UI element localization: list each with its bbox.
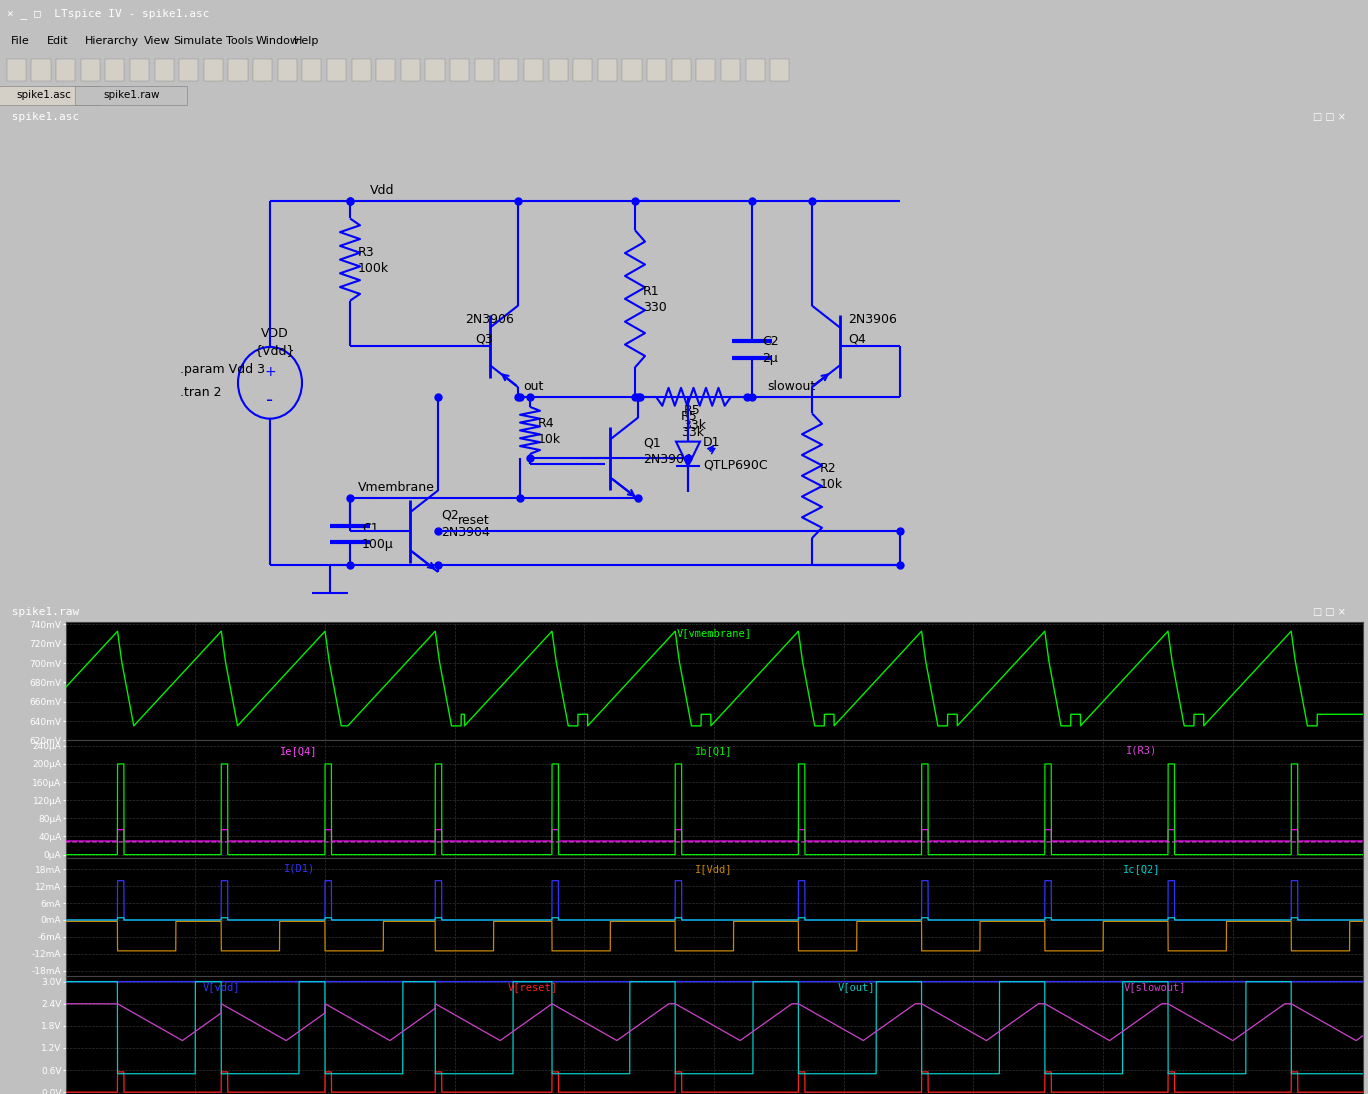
Text: Q3: Q3 <box>475 333 492 346</box>
Text: C1: C1 <box>363 522 379 535</box>
Bar <box>425 59 445 81</box>
Bar <box>56 59 75 81</box>
Bar <box>228 59 248 81</box>
Bar <box>278 59 297 81</box>
Bar <box>155 59 174 81</box>
Text: □ □ ×: □ □ × <box>1313 112 1346 123</box>
Bar <box>770 59 789 81</box>
Text: 33k: 33k <box>684 419 706 432</box>
Text: +: + <box>264 364 276 379</box>
Text: reset: reset <box>458 514 490 527</box>
Bar <box>622 59 642 81</box>
Text: C2: C2 <box>762 335 778 348</box>
Text: Q1: Q1 <box>643 437 661 449</box>
Text: Help: Help <box>294 36 320 46</box>
Text: VDD: VDD <box>261 327 289 340</box>
Text: 330: 330 <box>643 301 666 314</box>
Text: Window: Window <box>256 36 300 46</box>
Bar <box>549 59 568 81</box>
Text: × _ □  LTspice IV - spike1.asc: × _ □ LTspice IV - spike1.asc <box>7 8 209 19</box>
Text: .param Vdd 3: .param Vdd 3 <box>181 363 265 376</box>
Bar <box>130 59 149 81</box>
Bar <box>179 59 198 81</box>
Bar <box>746 59 765 81</box>
Text: 2μ: 2μ <box>762 352 778 365</box>
Bar <box>450 59 469 81</box>
Text: 33k: 33k <box>681 426 705 439</box>
Bar <box>81 59 100 81</box>
Bar <box>253 59 272 81</box>
Text: slowout: slowout <box>767 380 815 393</box>
Text: out: out <box>523 380 543 393</box>
Text: R5: R5 <box>681 410 698 423</box>
Text: Q4: Q4 <box>848 333 866 346</box>
Bar <box>598 59 617 81</box>
Bar <box>327 59 346 81</box>
Text: D1: D1 <box>703 437 721 449</box>
Bar <box>672 59 691 81</box>
Text: Vdd: Vdd <box>369 184 394 197</box>
Bar <box>204 59 223 81</box>
Text: Q2: Q2 <box>440 509 458 522</box>
Bar <box>7 59 26 81</box>
Bar <box>302 59 321 81</box>
Text: 10k: 10k <box>538 432 561 445</box>
Bar <box>499 59 518 81</box>
Text: 2N3904: 2N3904 <box>440 525 490 538</box>
Text: spike1.asc: spike1.asc <box>16 90 71 100</box>
Text: {Vdd}: {Vdd} <box>254 344 295 357</box>
Bar <box>31 59 51 81</box>
FancyBboxPatch shape <box>0 86 100 105</box>
Text: Tools: Tools <box>226 36 253 46</box>
Text: 2N3904: 2N3904 <box>643 453 692 466</box>
Text: R4: R4 <box>538 417 554 430</box>
Text: R1: R1 <box>643 286 659 299</box>
FancyBboxPatch shape <box>75 86 187 105</box>
Text: 2N3906: 2N3906 <box>848 313 897 326</box>
Text: 100k: 100k <box>358 261 389 275</box>
Text: -: - <box>267 392 274 410</box>
Text: 100μ: 100μ <box>363 538 394 551</box>
Text: spike1.raw: spike1.raw <box>5 607 79 617</box>
Bar <box>105 59 124 81</box>
Text: QTLP690C: QTLP690C <box>703 458 767 472</box>
Text: View: View <box>144 36 170 46</box>
Bar <box>647 59 666 81</box>
Text: .tran 2: .tran 2 <box>181 385 222 398</box>
Text: 10k: 10k <box>819 478 843 491</box>
Text: Vmembrane: Vmembrane <box>358 481 435 493</box>
Text: spike1.raw: spike1.raw <box>103 90 160 100</box>
Text: R2: R2 <box>819 463 837 475</box>
Text: Edit: Edit <box>47 36 68 46</box>
Text: spike1.asc: spike1.asc <box>5 112 79 123</box>
Text: R5: R5 <box>684 404 700 417</box>
Bar <box>573 59 592 81</box>
Text: File: File <box>11 36 30 46</box>
Text: 2N3906: 2N3906 <box>465 313 514 326</box>
Bar <box>401 59 420 81</box>
Bar <box>376 59 395 81</box>
Bar <box>475 59 494 81</box>
Bar <box>352 59 371 81</box>
Bar <box>696 59 715 81</box>
Text: □ □ ×: □ □ × <box>1313 607 1346 617</box>
Text: Simulate: Simulate <box>174 36 223 46</box>
Text: R3: R3 <box>358 246 375 259</box>
Bar <box>524 59 543 81</box>
Bar <box>721 59 740 81</box>
Text: Hierarchy: Hierarchy <box>85 36 140 46</box>
